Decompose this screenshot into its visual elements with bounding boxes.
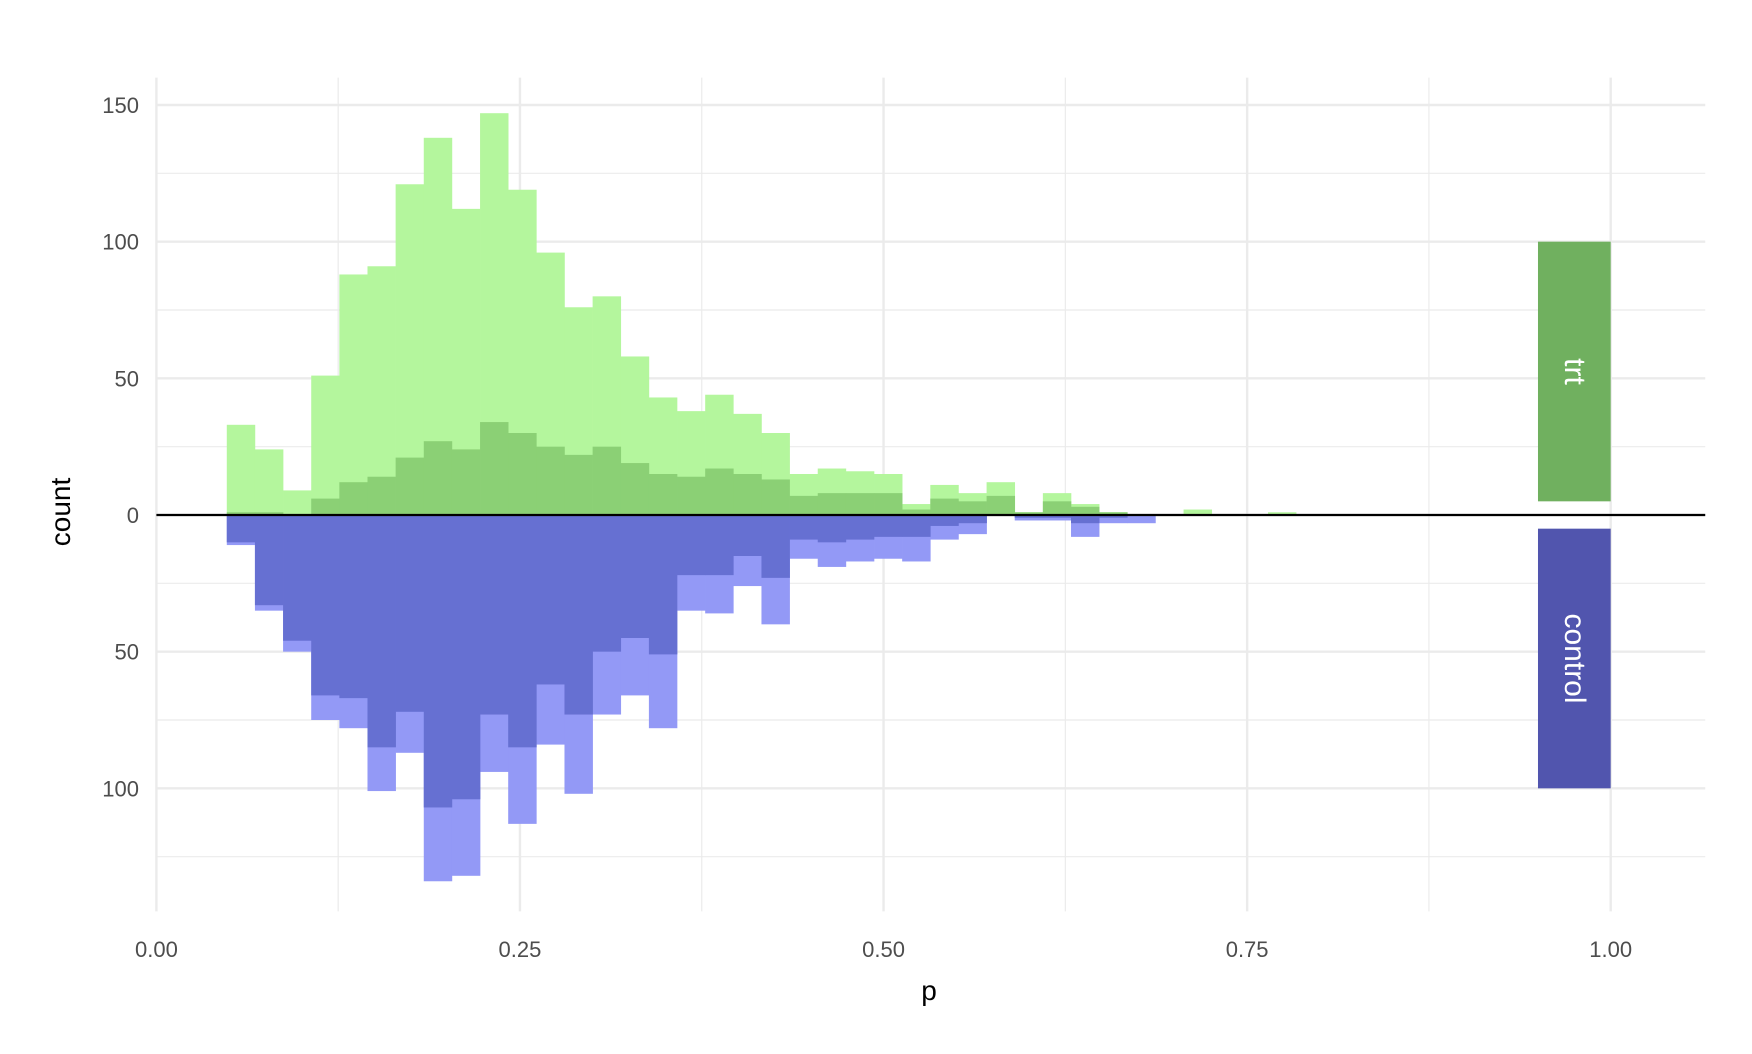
histogram-bar-control	[761, 515, 790, 578]
histogram-bar-control	[648, 515, 678, 655]
strip-control	[1537, 528, 1611, 789]
panel-strips: trt control	[1537, 241, 1611, 789]
y-tick-label: 50	[115, 366, 139, 391]
histogram-bar-control	[1014, 515, 1044, 518]
histogram-bar-control	[480, 515, 509, 715]
histogram-bar-trt	[986, 495, 1016, 515]
histogram-bar-trt	[451, 449, 481, 515]
histogram-bar-control	[705, 515, 734, 576]
histogram-bar-trt	[254, 449, 284, 515]
strip-label-control: control	[1558, 613, 1591, 703]
histogram-bar-trt	[564, 454, 593, 515]
y-axis-label: count	[45, 478, 76, 547]
y-tick-label: 50	[115, 640, 139, 665]
histogram-bar-control	[733, 515, 762, 556]
histogram-bar-trt	[226, 512, 256, 515]
histogram-bar-control	[874, 515, 903, 537]
histogram-bar-trt	[536, 446, 565, 515]
histogram-bar-control	[1099, 515, 1128, 524]
histogram-bar-trt	[226, 424, 256, 515]
histogram-bar-control	[817, 515, 847, 543]
histogram-bar-trt	[339, 274, 368, 515]
histogram-bar-control	[1042, 515, 1072, 518]
histogram-bar-control	[677, 515, 706, 576]
histogram-bar-trt	[1014, 512, 1044, 515]
histogram-bar-control	[423, 515, 453, 808]
histogram-bar-control	[789, 515, 819, 540]
histogram-bar-trt	[1099, 512, 1128, 515]
histogram-bar-trt	[367, 476, 396, 515]
x-axis-label: p	[921, 975, 937, 1006]
histogram-bar-control	[1127, 515, 1156, 524]
y-axis-ticks: 150 100 50 0 50 100	[102, 93, 139, 801]
histogram-bar-trt	[620, 463, 650, 515]
histogram-bar-trt	[677, 476, 706, 515]
histogram-bar-trt	[845, 493, 875, 515]
strip-label-trt: trt	[1558, 358, 1591, 385]
histogram-bar-trt	[761, 479, 790, 515]
histogram-bar-trt	[817, 493, 847, 515]
histogram-bar-trt	[592, 446, 622, 515]
histogram-bar-trt	[311, 498, 340, 515]
histogram-bar-trt	[339, 482, 368, 515]
histogram-bar-control	[592, 515, 622, 652]
histogram-bar-control	[311, 515, 340, 696]
histogram-bar-control	[930, 515, 959, 526]
y-tick-label: 0	[127, 503, 139, 528]
histogram-bar-control	[254, 515, 284, 606]
histogram-bar-trt	[1042, 501, 1072, 515]
histogram-bar-trt	[311, 375, 340, 515]
x-tick-label: 1.00	[1589, 937, 1632, 962]
x-tick-label: 0.00	[135, 937, 178, 962]
y-tick-label: 100	[102, 230, 139, 255]
histogram-bar-trt	[1183, 509, 1213, 515]
histogram-bar-trt	[367, 266, 396, 515]
histogram-bar-control	[845, 515, 875, 540]
strip-trt	[1537, 241, 1611, 502]
x-axis-ticks: 0.00 0.25 0.50 0.75 1.00	[135, 937, 1632, 962]
histogram-bar-trt	[1071, 506, 1100, 515]
histogram-bar-control	[1099, 515, 1128, 518]
histogram-bar-trt	[283, 490, 312, 515]
histogram-bar-trt	[508, 433, 537, 515]
histogram-bar-trt	[930, 498, 959, 515]
y-tick-label: 150	[102, 93, 139, 118]
histogram-bar-control	[283, 515, 312, 641]
histogram-bar-trt	[395, 457, 425, 515]
histogram-bar-control	[339, 515, 368, 699]
histogram-bar-trt	[874, 493, 903, 515]
histogram-bar-control	[451, 515, 481, 800]
histogram-bar-control	[1071, 515, 1100, 524]
histogram-bar-control	[226, 515, 256, 543]
histogram-bar-control	[395, 515, 425, 712]
histogram-bar-control	[536, 515, 565, 685]
histogram-bar-trt	[1267, 512, 1297, 515]
bars	[226, 113, 1297, 882]
histogram-bar-trt	[902, 509, 931, 515]
histogram-bar-control	[620, 515, 650, 638]
histogram-bar-trt	[705, 468, 734, 515]
histogram-bar-trt	[789, 495, 819, 515]
histogram-bar-trt	[254, 512, 284, 515]
y-tick-label: 100	[102, 776, 139, 801]
histogram-bar-control	[508, 515, 537, 748]
histogram-bar-control	[958, 515, 987, 524]
histogram-bar-control	[367, 515, 396, 748]
histogram-bar-trt	[480, 422, 509, 515]
histogram-bar-trt	[733, 474, 762, 515]
histogram-bar-control	[564, 515, 593, 715]
x-tick-label: 0.75	[1226, 937, 1269, 962]
x-tick-label: 0.50	[862, 937, 905, 962]
histogram-bar-control	[902, 515, 931, 537]
histogram-bar-trt	[423, 441, 453, 515]
x-tick-label: 0.25	[499, 937, 542, 962]
histogram-bar-trt	[648, 474, 678, 515]
histogram-bar-trt	[958, 501, 987, 515]
